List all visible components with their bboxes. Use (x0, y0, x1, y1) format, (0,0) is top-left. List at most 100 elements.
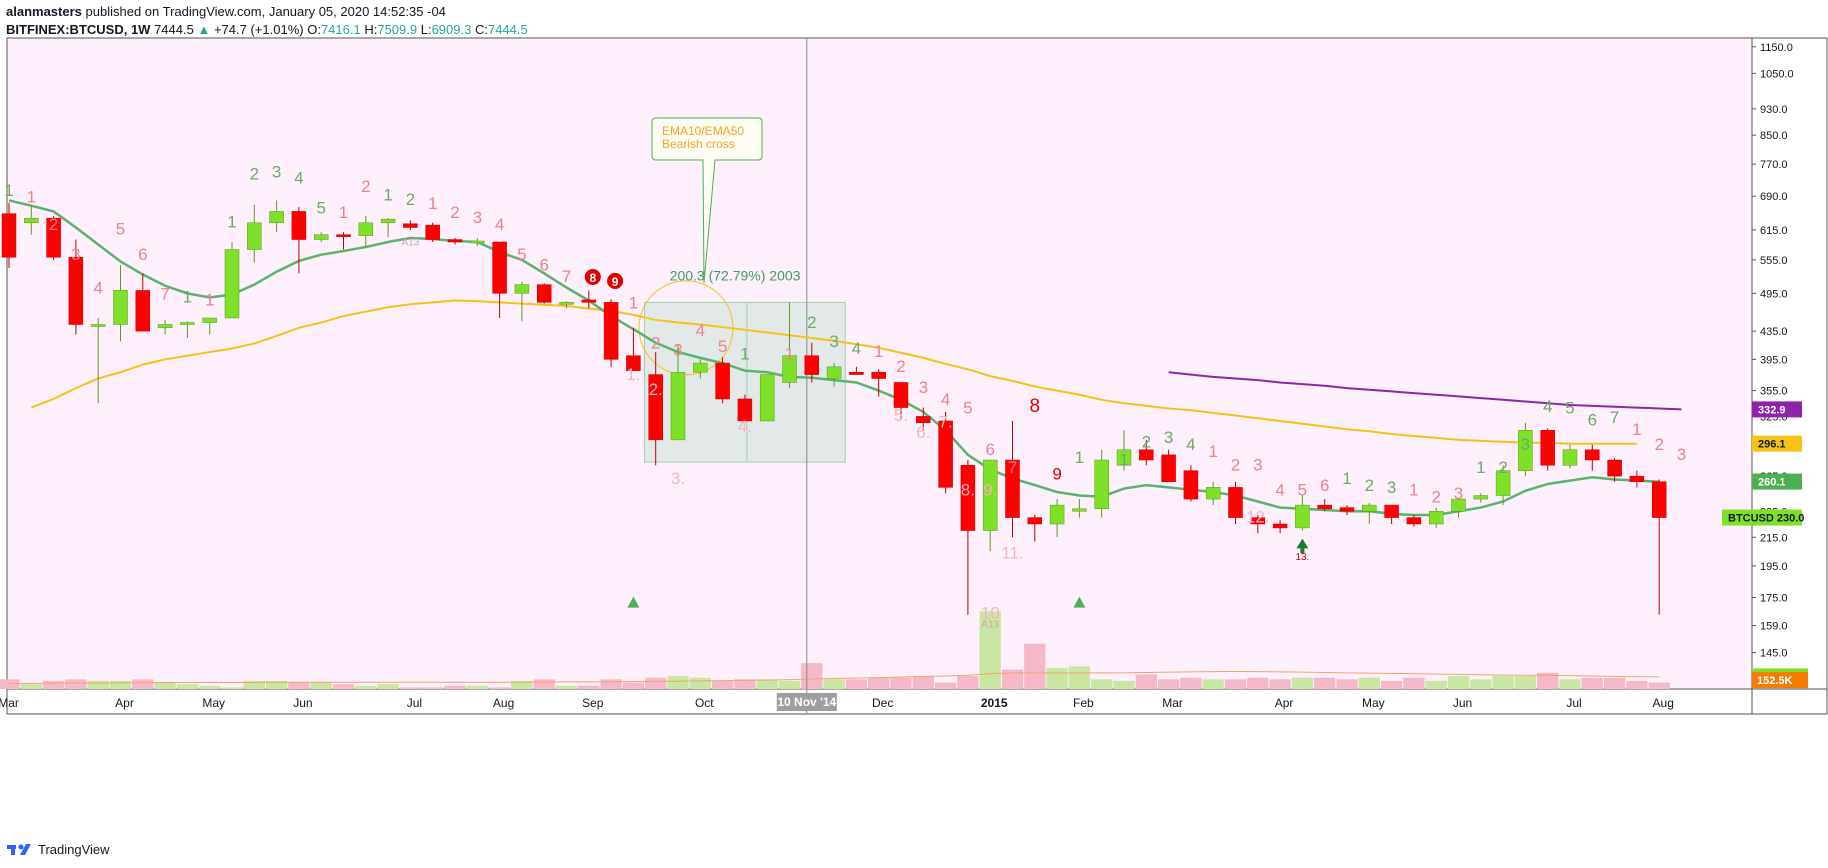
up-arrow-icon: ▲ (197, 22, 211, 37)
volume-bars (0, 611, 1670, 689)
candle-body (1473, 495, 1489, 500)
volume-bar (199, 685, 221, 689)
volume-bar (957, 676, 979, 689)
volume-bar (1358, 677, 1380, 689)
td-label: 3 (1253, 456, 1262, 475)
td-countdown-label: 8. (961, 481, 975, 500)
candle-body (224, 249, 240, 319)
td-circle-label: 9 (612, 275, 619, 289)
td-label: 1 (629, 294, 638, 313)
candle-body (269, 211, 284, 224)
td-label-large: 8 (1030, 396, 1041, 417)
volume-bar (399, 687, 422, 689)
volume-bar (1024, 643, 1046, 689)
volume-bar (1648, 682, 1670, 689)
candle-body (938, 420, 953, 488)
price-tick-label: 1050.0 (1760, 68, 1794, 80)
td-countdown-label: 12. (1246, 508, 1270, 527)
volume-bar (176, 684, 199, 689)
volume-bar (845, 679, 868, 689)
open-label: O: (307, 22, 321, 37)
td-small-mark: A13 (981, 619, 999, 630)
td-label: 7 (562, 267, 571, 286)
candle-body (1250, 517, 1266, 525)
td-small-mark: A13 (402, 237, 420, 248)
last-price: 7444.5 (154, 22, 194, 37)
volume-bar (65, 679, 87, 689)
volume-bar (868, 677, 890, 689)
candle-body (180, 322, 195, 325)
td-label: 1 (27, 188, 36, 207)
td-label: 6 (138, 245, 147, 264)
time-tick-label: Feb (1073, 696, 1094, 710)
candle-body (202, 317, 217, 323)
volume-bar (132, 679, 154, 689)
price-tick-label: 355.0 (1760, 386, 1788, 398)
td-label: 2 (49, 215, 58, 234)
candle-body (670, 371, 686, 441)
time-tick-label: Dec (872, 696, 893, 710)
td-label: 2 (1142, 433, 1151, 452)
high-value: 7509.9 (377, 22, 418, 37)
price-label-box (1752, 435, 1802, 452)
time-axis: Mar Apr May Jun Jul Aug Sep Oct Dec 2015 Feb Mar Apr… (0, 693, 1674, 711)
price-tick-label: 175.0 (1760, 593, 1788, 605)
volume-bar (711, 680, 734, 689)
td-label: 5 (517, 245, 526, 264)
price-change: +74.7 (+1.01%) (213, 22, 304, 37)
volume-bar (689, 677, 711, 689)
candle-body (715, 362, 730, 400)
candle-body (1428, 511, 1444, 525)
td-label: 2 (406, 190, 415, 209)
candle-body (1295, 504, 1310, 529)
td-label: 9 (1052, 464, 1061, 483)
td-label: 3 (272, 163, 281, 182)
footer-brand[interactable]: TradingView (38, 841, 110, 857)
candle-body (1183, 470, 1199, 500)
volume-bar (154, 682, 176, 689)
volume-ma-line (9, 671, 1660, 684)
td-label: 4 (696, 321, 705, 340)
td-countdown-label: 10 (981, 603, 1000, 622)
td-label: 2 (1498, 458, 1507, 477)
volume-bar (310, 682, 332, 689)
td-label: 7 (1610, 408, 1619, 427)
td-label: 3 (919, 378, 928, 397)
price-label-box (1722, 509, 1802, 526)
candle-body (1518, 430, 1533, 471)
candle-body (46, 217, 61, 258)
volume-label-box (1752, 672, 1808, 689)
candle-body (559, 302, 574, 305)
td-label: 1 (4, 181, 13, 200)
td-label: 2 (450, 203, 459, 222)
volume-bar (243, 680, 265, 689)
candle-body (1139, 449, 1154, 461)
td-label: 5 (316, 199, 325, 218)
td-label: 4 (294, 169, 303, 188)
td-label: 1 (205, 290, 214, 309)
td-label: 1 (383, 185, 392, 204)
volume-bar (42, 680, 65, 689)
volume-bar (1135, 674, 1157, 689)
candle-body (626, 355, 641, 371)
td-label: 2 (651, 333, 660, 352)
author-name[interactable]: alanmasters (6, 4, 82, 19)
candle-body (492, 241, 507, 294)
price-label-text: BTCUSD 230.0 (1728, 513, 1804, 525)
chart-frame (6, 37, 1828, 715)
volume-bar (600, 679, 622, 689)
candle-body (1072, 508, 1087, 512)
volume-bar (1202, 679, 1224, 689)
ema-long-line (1168, 371, 1682, 411)
td-label: 3 (71, 245, 80, 264)
volume-bar (87, 680, 109, 689)
buy-arrow-icon (1296, 538, 1309, 549)
td-label: 2 (807, 313, 816, 332)
volume-bar (667, 676, 689, 689)
candle-body (470, 240, 485, 244)
time-tick-label: Mar (1162, 696, 1183, 710)
candle-body (737, 398, 753, 422)
volume-bar (511, 680, 533, 689)
price-label-text: 260.1 (1758, 477, 1786, 489)
